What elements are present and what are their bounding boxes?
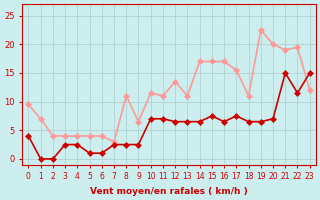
X-axis label: Vent moyen/en rafales ( km/h ): Vent moyen/en rafales ( km/h ) [90,187,248,196]
